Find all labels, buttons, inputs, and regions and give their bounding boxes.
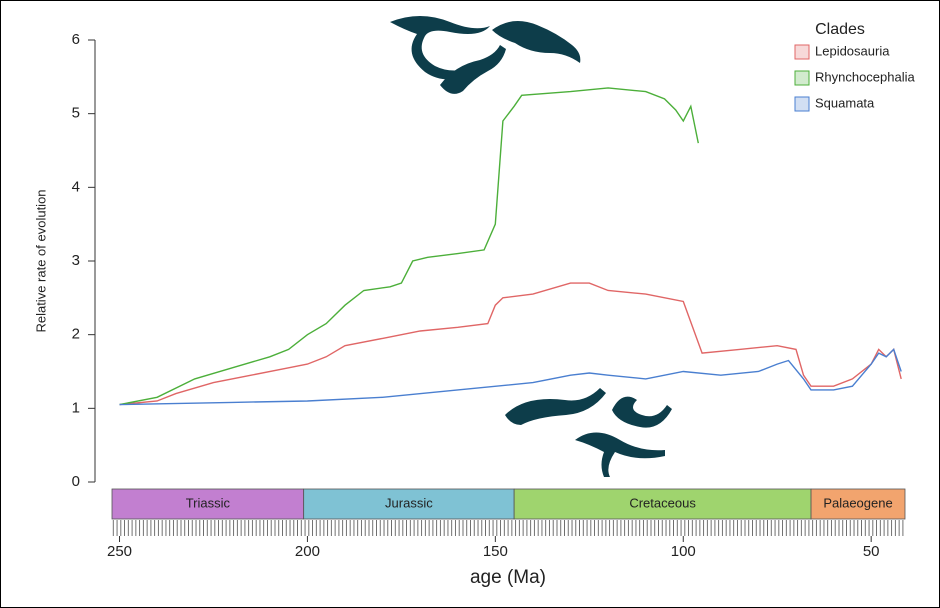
y-tick-label: 1: [72, 399, 80, 416]
y-tick-label: 2: [72, 326, 80, 343]
legend-label: Squamata: [815, 95, 875, 110]
series-line: [119, 348, 902, 406]
period-label: Cretaceous: [629, 495, 696, 510]
period-bar: [513, 488, 812, 520]
y-tick-label: 0: [72, 473, 80, 490]
series-line: [119, 282, 902, 406]
legend-swatch: [794, 70, 810, 86]
period-bar: [111, 488, 305, 520]
x-tick-label: 150: [483, 543, 508, 560]
x-tick-label: 200: [295, 543, 320, 560]
legend-swatch: [794, 44, 810, 60]
period-bar: [810, 488, 906, 520]
period-label: Triassic: [186, 495, 231, 510]
y-tick-label: 6: [72, 31, 80, 48]
y-tick-label: 5: [72, 105, 80, 122]
legend-label: Rhynchocephalia: [815, 69, 916, 84]
legend-title: Clades: [815, 21, 865, 38]
legend-label: Lepidosauria: [815, 43, 890, 58]
period-label: Palaeogene: [823, 495, 892, 510]
time-ruler: [112, 520, 905, 536]
x-tick-label: 50: [863, 543, 880, 560]
x-tick-label: 100: [671, 543, 696, 560]
period-label: Jurassic: [385, 495, 433, 510]
silhouettes: [390, 16, 672, 477]
y-tick-label: 3: [72, 252, 80, 269]
series-line: [119, 87, 699, 406]
x-axis-label: age (Ma): [470, 567, 546, 588]
y-axis-label: Relative rate of evolution: [33, 189, 48, 332]
y-tick-label: 4: [72, 178, 80, 195]
x-tick-label: 250: [107, 543, 132, 560]
period-bar: [303, 488, 515, 520]
legend-swatch: [794, 96, 810, 112]
